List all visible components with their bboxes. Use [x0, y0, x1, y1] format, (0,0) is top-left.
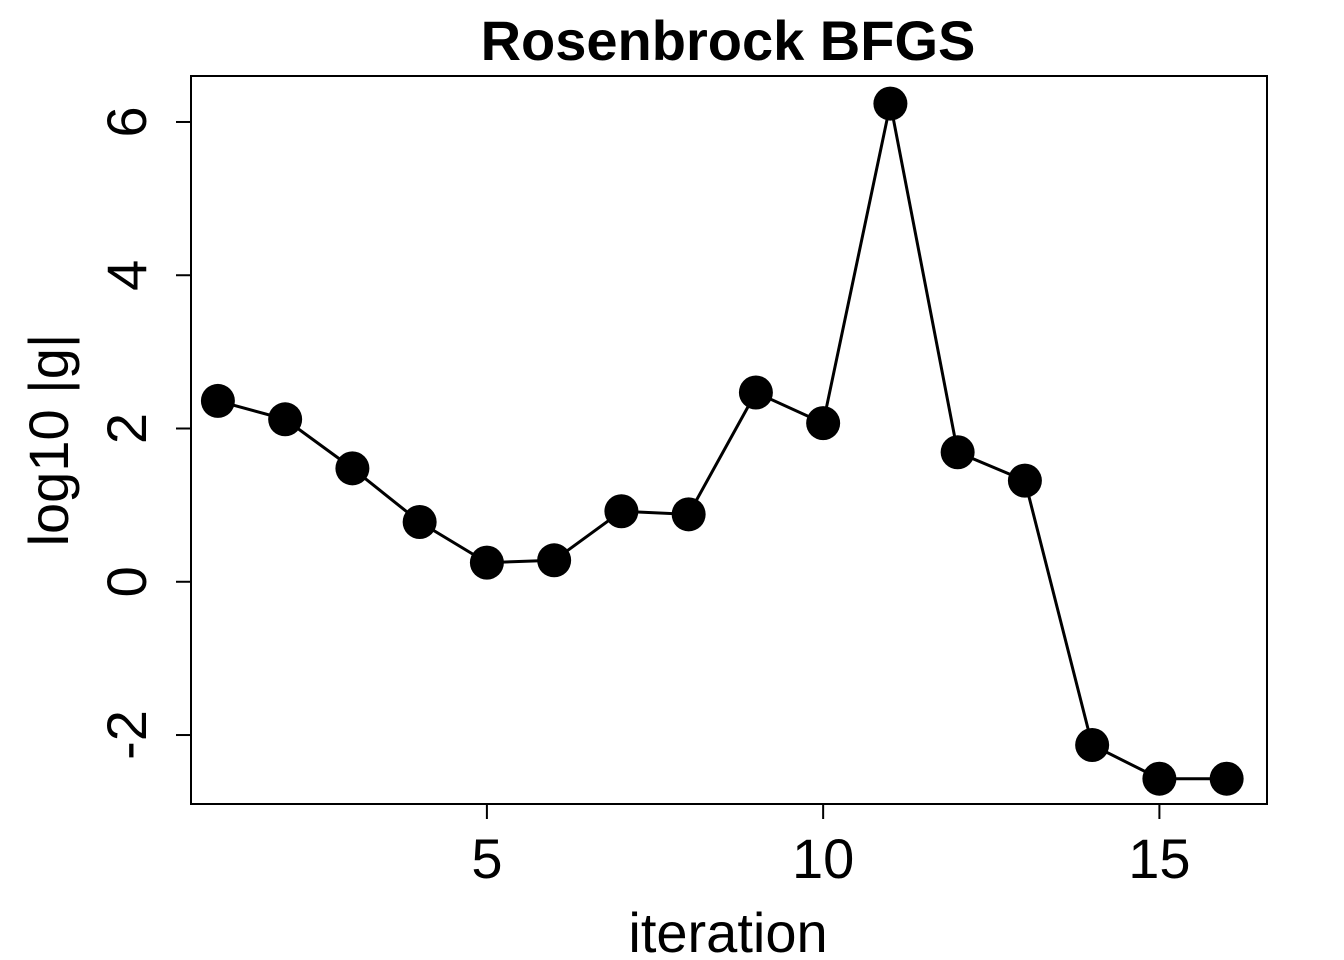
data-point: [200, 383, 235, 418]
data-point: [537, 543, 572, 578]
x-tick-label: 15: [1128, 827, 1190, 890]
data-point: [1075, 727, 1110, 762]
data-point: [940, 435, 975, 470]
y-tick-label: -2: [95, 710, 158, 760]
x-tick-label: 10: [792, 827, 854, 890]
data-point: [1142, 761, 1177, 796]
data-point: [469, 545, 504, 580]
y-tick-label: 0: [95, 566, 158, 597]
data-points: [200, 86, 1244, 796]
data-point: [873, 86, 908, 121]
data-point: [604, 494, 639, 529]
data-point: [268, 402, 303, 437]
x-axis: 5 10 15: [471, 804, 1191, 890]
y-tick-label: 6: [95, 106, 158, 137]
chart-title: Rosenbrock BFGS: [481, 9, 976, 72]
y-tick-label: 4: [95, 260, 158, 291]
data-point: [1209, 761, 1244, 796]
data-point: [335, 451, 370, 486]
y-axis-label: log10 |g|: [17, 334, 80, 547]
data-point: [402, 504, 437, 539]
plot-frame: [190, 75, 1268, 805]
y-tick-label: 2: [95, 413, 158, 444]
data-point: [671, 497, 706, 532]
series-line: [217, 103, 1227, 781]
y-axis: -2 0 2 4 6: [95, 106, 191, 760]
x-tick-label: 5: [471, 827, 502, 890]
data-point: [1007, 463, 1042, 498]
data-point: [738, 375, 773, 410]
data-point: [806, 406, 841, 441]
x-axis-label: iteration: [628, 901, 827, 960]
